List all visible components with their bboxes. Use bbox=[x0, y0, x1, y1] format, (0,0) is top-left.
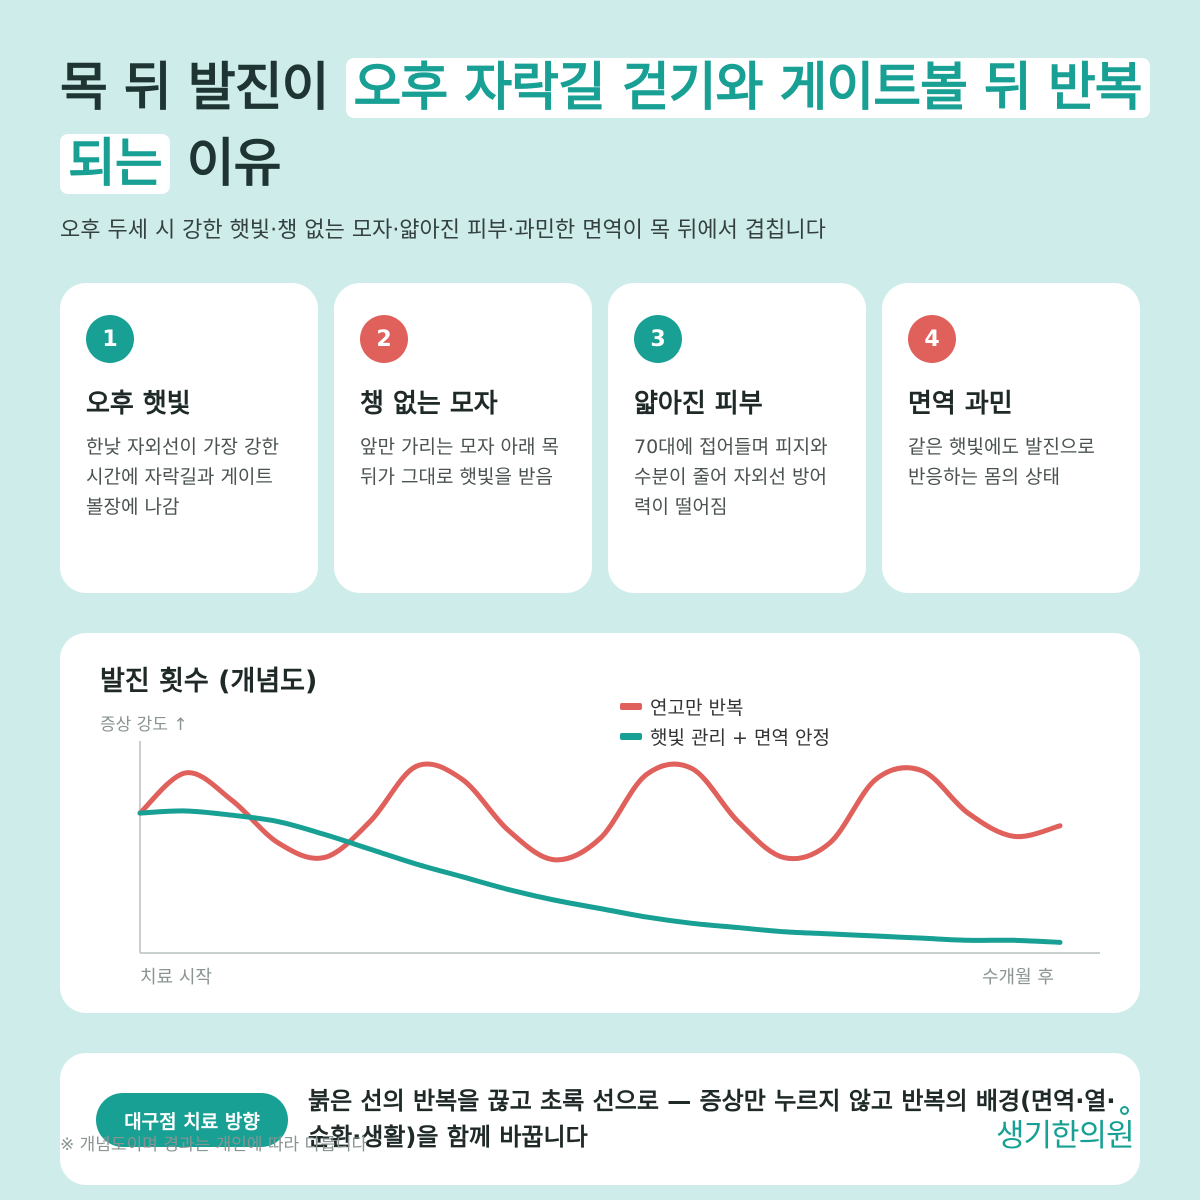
legend-item-ointment: 연고만 반복 bbox=[620, 691, 830, 721]
title-part2: 이유 bbox=[186, 134, 282, 194]
card-title: 얇아진 피부 bbox=[634, 389, 763, 419]
chart-legend: 연고만 반복 햇빛 관리 + 면역 안정 bbox=[620, 691, 830, 751]
x-tick-start: 치료 시작 bbox=[140, 967, 212, 988]
cause-card-3: 3 얇아진 피부 70대에 접어들며 피지와 수분이 줄어 자외선 방어력이 떨… bbox=[608, 283, 866, 593]
card-desc: 한낮 자외선이 가장 강한 시간에 자락길과 게이트볼장에 나감 bbox=[86, 436, 279, 518]
legend-swatch bbox=[620, 732, 642, 740]
cause-card-1: 1 오후 햇빛 한낮 자외선이 가장 강한 시간에 자락길과 게이트볼장에 나감 bbox=[60, 283, 318, 593]
card-desc: 같은 햇빛에도 발진으로 반응하는 몸의 상태 bbox=[908, 436, 1095, 488]
card-number-badge: 4 bbox=[908, 315, 956, 363]
treatment-badge: 대구점 치료 방향 bbox=[96, 1093, 288, 1147]
card-title: 면역 과민 bbox=[908, 389, 1013, 419]
card-number-badge: 3 bbox=[634, 315, 682, 363]
card-desc: 앞만 가리는 모자 아래 목 뒤가 그대로 햇빛을 받음 bbox=[360, 436, 559, 488]
series-line-ointment bbox=[137, 761, 1063, 863]
page-title: 목 뒤 발진이 오후 자락길 걷기와 게이트볼 뒤 반복되는 이유 bbox=[60, 50, 1150, 202]
legend-item-sun-care: 햇빛 관리 + 면역 안정 bbox=[620, 721, 830, 751]
line-chart bbox=[137, 741, 1100, 954]
logo-dot-icon bbox=[1120, 1106, 1129, 1115]
chart-title: 발진 횟수 (개념도) bbox=[100, 666, 318, 697]
y-axis-label: 증상 강도 ↑ bbox=[100, 715, 188, 735]
title-part1: 목 뒤 발진이 bbox=[60, 58, 329, 118]
card-title: 오후 햇빛 bbox=[86, 389, 191, 419]
legend-label: 연고만 반복 bbox=[650, 696, 744, 719]
treatment-text: 붉은 선의 반복을 끊고 초록 선으로 — 증상만 누르지 않고 반복의 배경(… bbox=[308, 1087, 1116, 1151]
x-tick-end: 수개월 후 bbox=[982, 967, 1054, 988]
card-desc: 70대에 접어들며 피지와 수분이 줄어 자외선 방어력이 떨어짐 bbox=[634, 436, 828, 518]
clinic-logo: 생기한의원 bbox=[996, 1118, 1135, 1154]
legend-swatch bbox=[620, 702, 642, 710]
chart-card: 발진 횟수 (개념도) 증상 강도 ↑ 연고만 반복 햇빛 관리 + 면역 안정… bbox=[60, 633, 1140, 1013]
card-title: 챙 없는 모자 bbox=[360, 389, 498, 419]
cause-card-2: 2 챙 없는 모자 앞만 가리는 모자 아래 목 뒤가 그대로 햇빛을 받음 bbox=[334, 283, 592, 593]
cause-cards: 1 오후 햇빛 한낮 자외선이 가장 강한 시간에 자락길과 게이트볼장에 나감… bbox=[60, 283, 1140, 593]
card-number-badge: 2 bbox=[360, 315, 408, 363]
cause-card-4: 4 면역 과민 같은 햇빛에도 발진으로 반응하는 몸의 상태 bbox=[882, 283, 1140, 593]
treatment-card: 대구점 치료 방향 붉은 선의 반복을 끊고 초록 선으로 — 증상만 누르지 … bbox=[60, 1053, 1140, 1185]
series-line-sun-care bbox=[137, 808, 1063, 945]
card-number-badge: 1 bbox=[86, 315, 134, 363]
legend-label: 햇빛 관리 + 면역 안정 bbox=[650, 726, 830, 749]
page-subtitle: 오후 두세 시 강한 햇빛·챙 없는 모자·얇아진 피부·과민한 면역이 목 뒤… bbox=[60, 218, 826, 243]
disclaimer-note: ※ 개념도이며 경과는 개인에 따라 다릅니다 bbox=[60, 1135, 368, 1155]
